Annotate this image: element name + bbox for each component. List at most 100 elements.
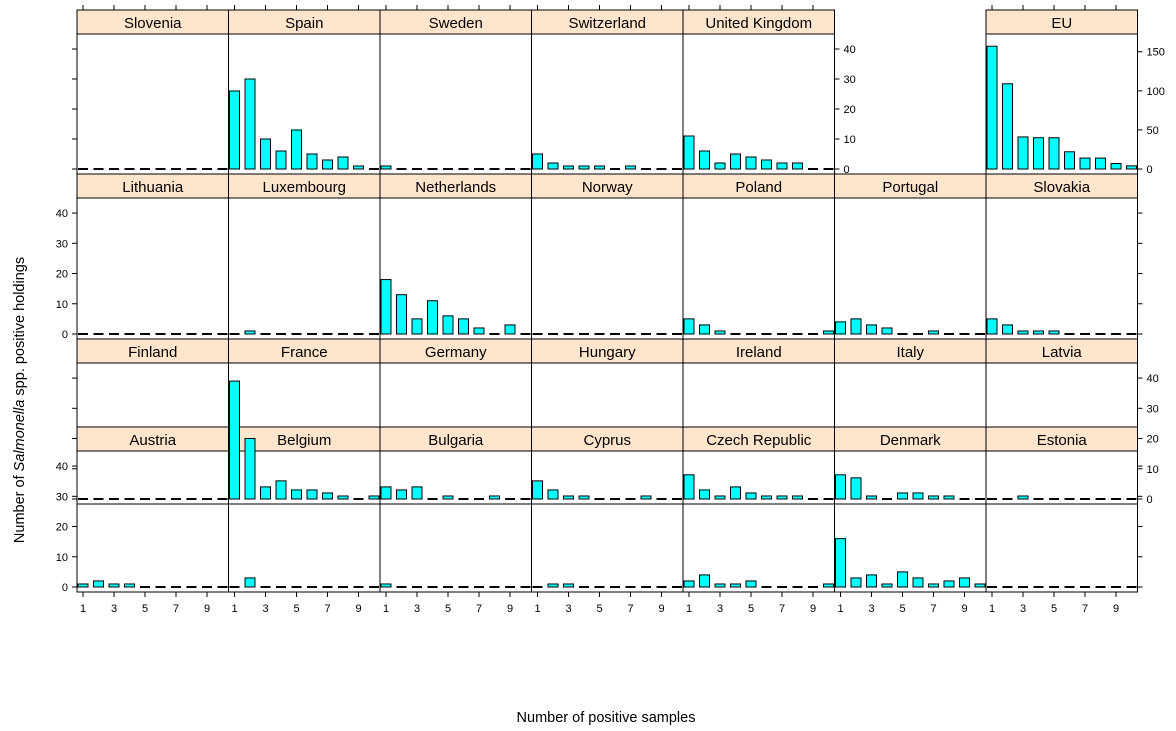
x-tick-label-c6-1: 1	[989, 603, 995, 615]
panel-ireland-bar-7	[776, 495, 788, 500]
panel-belgium-title: Belgium	[277, 432, 331, 449]
panel-france-bar-2	[244, 438, 256, 500]
panel-switzerland-bar-1	[532, 153, 543, 170]
x-tick-label-c3-5: 5	[596, 603, 602, 615]
panel-latvia-bar-3	[1017, 495, 1029, 500]
x-tick-label-c6-7: 7	[1082, 603, 1088, 615]
y-tick-label-right-r3-40: 40	[844, 44, 856, 56]
y-tick-label-right-r3-50: 50	[1147, 125, 1159, 137]
panel-portugal-title: Portugal	[882, 179, 938, 196]
panel-slovakia-title: Slovakia	[1033, 179, 1090, 196]
panel-bulgaria-title: Bulgaria	[428, 432, 484, 449]
panel-united-kingdom-title: United Kingdom	[705, 15, 812, 32]
panel-france-bar-1	[229, 380, 240, 500]
panel-estonia-frame	[985, 450, 1138, 593]
panel-ireland-bar-5	[745, 492, 757, 500]
x-tick-label-c1-3: 3	[262, 603, 268, 615]
panel-italy-bar-5	[897, 492, 908, 500]
y-tick-label-left-r0-10: 10	[56, 552, 68, 564]
x-axis-title: Number of positive samples	[517, 710, 696, 726]
panel-ireland-title: Ireland	[736, 344, 782, 361]
panel-netherlands-bar-7	[473, 327, 485, 335]
panel-slovenia: Slovenia	[76, 9, 229, 175]
panel-bulgaria: Bulgaria	[379, 426, 532, 593]
panel-hungary-bar-1	[532, 480, 543, 500]
panel-denmark-bar-9	[959, 577, 970, 588]
panel-slovakia-bar-2	[1002, 324, 1013, 335]
x-tick-label-c0-5: 5	[142, 603, 148, 615]
panel-hungary: Hungary	[531, 338, 684, 505]
panel-slovakia: Slovakia	[985, 173, 1138, 340]
x-tick-label-c4-3: 3	[717, 603, 723, 615]
panel-finland: Finland	[76, 338, 229, 505]
panel-switzerland-bar-4	[578, 165, 590, 170]
panel-netherlands: Netherlands	[379, 173, 532, 340]
x-tick-label-c2-9: 9	[507, 603, 513, 615]
panel-luxembourg-bar-2	[244, 330, 256, 335]
panel-germany-title: Germany	[425, 344, 487, 361]
y-tick-label-right-r1-10: 10	[1147, 464, 1159, 476]
panel-eu-bar-10	[1126, 165, 1137, 170]
panel-spain-bar-5	[291, 129, 302, 170]
panel-denmark-frame	[834, 450, 987, 593]
panel-slovenia-title: Slovenia	[124, 15, 182, 32]
panel-denmark-bar-4	[881, 583, 893, 588]
panel-slovakia-strip	[985, 173, 1138, 199]
panel-ireland-bar-1	[683, 474, 695, 500]
x-tick-label-c6-9: 9	[1113, 603, 1119, 615]
panel-austria-title: Austria	[129, 432, 176, 449]
panel-cyprus-frame	[531, 450, 684, 593]
panel-austria-bar-3	[108, 583, 120, 588]
panel-estonia: Estonia	[985, 426, 1138, 593]
panel-slovakia-bar-4	[1033, 330, 1044, 335]
panel-ireland-bar-3	[714, 495, 726, 500]
y-tick-label-left-r0-0: 0	[62, 582, 68, 594]
x-tick-label-c5-9: 9	[961, 603, 967, 615]
panel-poland-frame	[682, 197, 835, 340]
y-tick-label-right-r1-30: 30	[1147, 403, 1159, 415]
panel-czech-republic-frame	[682, 450, 835, 593]
panel-portugal-bar-1	[835, 321, 846, 335]
panel-portugal-bar-7	[928, 330, 939, 335]
panel-austria-bar-2	[93, 580, 104, 588]
panel-ireland-bar-4	[730, 486, 741, 500]
panel-united-kingdom-bar-1	[683, 135, 695, 170]
panel-czech-republic-bar-5	[745, 580, 757, 588]
y-axis-title: Number of Salmonella spp. positive holdi…	[12, 257, 28, 543]
panel-united-kingdom-bar-2	[699, 150, 710, 170]
panel-spain-bar-9	[353, 165, 364, 170]
panel-portugal-frame	[834, 197, 987, 340]
panel-estonia-title: Estonia	[1037, 432, 1088, 449]
panel-netherlands-bar-6	[458, 318, 469, 335]
panel-italy-bar-1	[835, 474, 846, 500]
x-tick-label-c2-7: 7	[476, 603, 482, 615]
panel-italy-bar-2	[850, 477, 862, 500]
panel-denmark-title: Denmark	[880, 432, 941, 449]
panel-denmark-bar-8	[943, 580, 955, 588]
panel-france-bar-7	[322, 492, 333, 500]
panel-eu-bar-7	[1079, 157, 1091, 170]
panel-hungary-bar-8	[640, 495, 652, 500]
panel-sweden-bar-1	[380, 165, 392, 170]
panel-netherlands-bar-9	[504, 324, 516, 335]
panel-slovakia-bar-5	[1048, 330, 1060, 335]
panel-united-kingdom-bar-6	[761, 159, 772, 170]
y-tick-label-left-r2-0: 0	[62, 329, 68, 341]
panel-united-kingdom-bar-4	[730, 153, 741, 170]
panel-sweden-frame	[379, 33, 532, 175]
panel-spain-bar-6	[306, 153, 318, 170]
y-axis-title-prefix: Number of	[12, 471, 28, 543]
y-tick-label-left-r2-10: 10	[56, 299, 68, 311]
panel-italy-bar-3	[866, 495, 877, 500]
panel-eu-bar-6	[1064, 151, 1075, 170]
panel-poland-strip	[682, 173, 835, 199]
panel-eu-frame	[985, 33, 1138, 175]
panel-poland-title: Poland	[735, 179, 782, 196]
panel-spain-title: Spain	[285, 15, 323, 32]
panel-finland-title: Finland	[128, 344, 177, 361]
panel-czech-republic: Czech Republic	[682, 426, 835, 593]
y-axis-title-suffix: spp. positive holdings	[12, 257, 28, 400]
panel-france-bar-5	[291, 489, 302, 500]
panel-eu-bar-2	[1002, 83, 1013, 170]
y-tick-label-left-r0-20: 20	[56, 522, 68, 534]
